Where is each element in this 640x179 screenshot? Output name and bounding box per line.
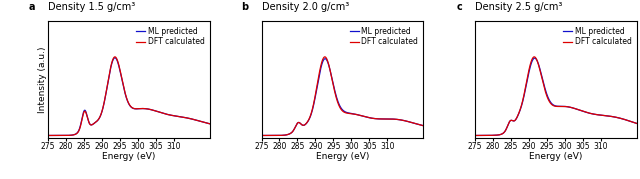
ML predicted	[356, 114, 364, 116]
DFT calculated	[531, 56, 538, 58]
ML predicted	[419, 125, 427, 127]
ML predicted	[565, 106, 573, 108]
DFT calculated	[321, 56, 329, 58]
ML predicted	[44, 134, 52, 137]
DFT calculated	[258, 134, 266, 137]
DFT calculated	[361, 116, 369, 118]
DFT calculated	[138, 107, 146, 110]
X-axis label: Energy (eV): Energy (eV)	[316, 152, 369, 161]
DFT calculated	[268, 134, 275, 137]
Legend: ML predicted, DFT calculated: ML predicted, DFT calculated	[134, 25, 206, 48]
Legend: ML predicted, DFT calculated: ML predicted, DFT calculated	[348, 25, 419, 48]
DFT calculated	[471, 134, 479, 137]
ML predicted	[575, 109, 582, 111]
ML predicted	[184, 117, 191, 119]
Text: Density 2.0 g/cm³: Density 2.0 g/cm³	[262, 2, 349, 12]
Legend: ML predicted, DFT calculated: ML predicted, DFT calculated	[561, 25, 633, 48]
Line: ML predicted: ML predicted	[262, 59, 423, 136]
ML predicted	[268, 134, 275, 137]
ML predicted	[321, 58, 329, 60]
ML predicted	[352, 113, 360, 115]
DFT calculated	[143, 108, 150, 110]
X-axis label: Energy (eV): Energy (eV)	[102, 152, 156, 161]
DFT calculated	[381, 118, 388, 120]
DFT calculated	[184, 117, 191, 119]
DFT calculated	[54, 134, 62, 137]
Text: c: c	[456, 2, 462, 12]
ML predicted	[206, 123, 214, 125]
Line: ML predicted: ML predicted	[475, 58, 637, 136]
ML predicted	[594, 114, 602, 116]
ML predicted	[138, 107, 146, 110]
ML predicted	[570, 107, 577, 109]
Line: DFT calculated: DFT calculated	[48, 57, 210, 136]
DFT calculated	[356, 114, 364, 116]
Line: DFT calculated: DFT calculated	[262, 57, 423, 136]
DFT calculated	[594, 114, 602, 116]
ML predicted	[361, 116, 369, 118]
Text: a: a	[29, 2, 35, 12]
Text: Density 2.5 g/cm³: Density 2.5 g/cm³	[475, 2, 563, 12]
ML predicted	[147, 109, 155, 111]
ML predicted	[111, 57, 119, 59]
ML predicted	[531, 57, 539, 59]
DFT calculated	[481, 134, 489, 137]
ML predicted	[167, 114, 175, 116]
ML predicted	[611, 116, 618, 118]
Text: Density 1.5 g/cm³: Density 1.5 g/cm³	[48, 2, 135, 12]
ML predicted	[258, 134, 266, 137]
DFT calculated	[419, 125, 427, 127]
DFT calculated	[147, 109, 155, 111]
ML predicted	[481, 134, 489, 137]
ML predicted	[54, 134, 62, 137]
ML predicted	[633, 122, 640, 125]
Text: b: b	[241, 2, 248, 12]
DFT calculated	[397, 119, 405, 121]
ML predicted	[143, 108, 150, 110]
Y-axis label: Intensity (a.u.): Intensity (a.u.)	[38, 46, 47, 113]
DFT calculated	[167, 114, 175, 116]
DFT calculated	[565, 106, 573, 108]
Line: DFT calculated: DFT calculated	[475, 57, 637, 136]
DFT calculated	[111, 56, 119, 58]
Line: ML predicted: ML predicted	[48, 58, 210, 136]
DFT calculated	[352, 113, 360, 115]
DFT calculated	[570, 107, 577, 109]
DFT calculated	[611, 116, 618, 118]
DFT calculated	[206, 123, 214, 125]
DFT calculated	[633, 122, 640, 125]
ML predicted	[397, 119, 405, 121]
DFT calculated	[44, 134, 52, 137]
X-axis label: Energy (eV): Energy (eV)	[529, 152, 582, 161]
ML predicted	[471, 134, 479, 137]
DFT calculated	[575, 109, 582, 111]
ML predicted	[381, 118, 388, 120]
